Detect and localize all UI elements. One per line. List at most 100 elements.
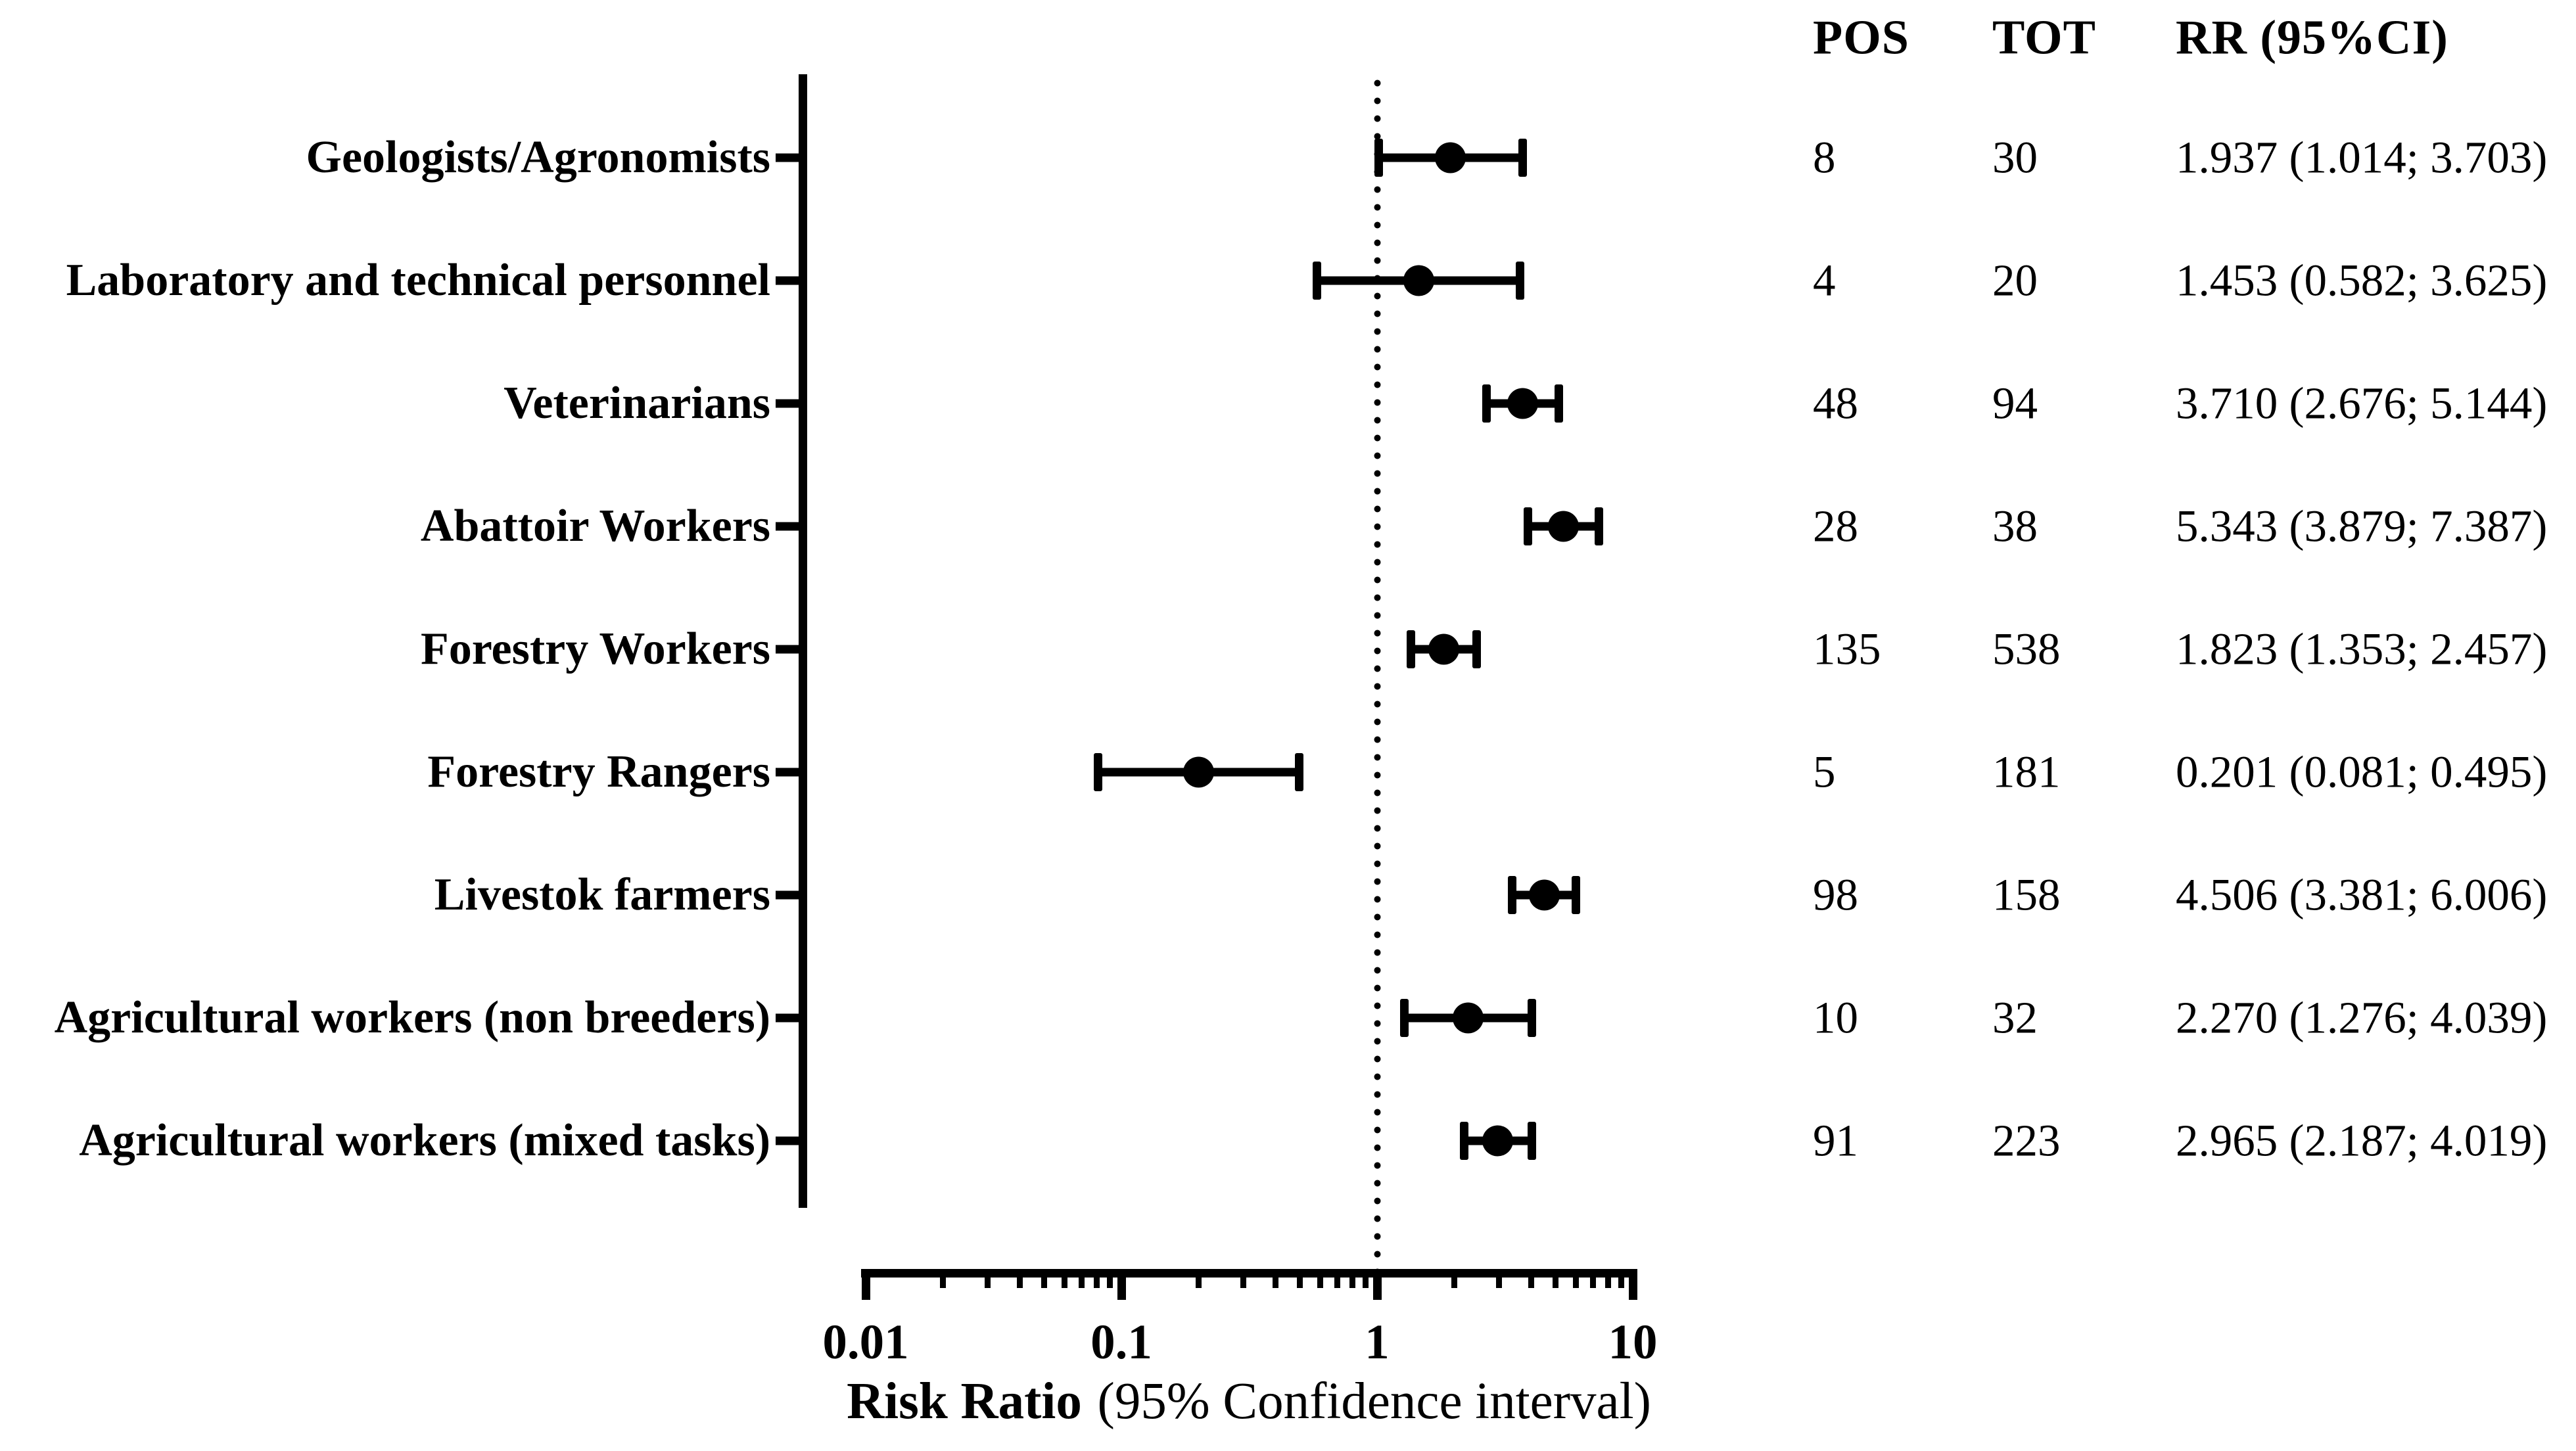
column-header-rr-ci: RR (95%CI) bbox=[2176, 11, 2448, 65]
cell-pos: 4 bbox=[1813, 255, 1836, 306]
cell-pos: 5 bbox=[1813, 747, 1836, 797]
column-header-pos: POS bbox=[1813, 11, 1909, 65]
cell-rr-ci: 1.937 (1.014; 3.703) bbox=[2176, 132, 2548, 183]
cell-rr-ci: 3.710 (2.676; 5.144) bbox=[2176, 378, 2548, 428]
x-axis-tick-label: 10 bbox=[1608, 1315, 1658, 1370]
point-estimate-marker bbox=[1482, 1125, 1514, 1157]
x-axis-minor-tick bbox=[985, 1269, 991, 1288]
ci-cap-lower bbox=[1459, 1122, 1468, 1160]
x-axis-minor-tick bbox=[1041, 1269, 1048, 1288]
cell-tot: 38 bbox=[1992, 501, 2038, 551]
x-axis-minor-tick bbox=[1349, 1269, 1355, 1288]
x-axis-minor-tick bbox=[1590, 1269, 1597, 1288]
row-label: Geologists/Agronomists bbox=[306, 132, 771, 183]
y-axis-tick bbox=[776, 1136, 800, 1145]
cell-tot: 30 bbox=[1992, 132, 2038, 183]
y-axis-tick bbox=[776, 276, 800, 285]
row-label: Agricultural workers (mixed tasks) bbox=[79, 1115, 770, 1166]
cell-tot: 20 bbox=[1992, 255, 2038, 306]
row-label: Forestry Workers bbox=[420, 624, 770, 674]
point-estimate-marker bbox=[1403, 265, 1434, 296]
point-estimate-marker bbox=[1435, 142, 1466, 173]
cell-tot: 158 bbox=[1992, 869, 2061, 920]
ci-cap-upper bbox=[1516, 262, 1525, 300]
y-axis-tick bbox=[776, 522, 800, 531]
cell-rr-ci: 0.201 (0.081; 0.495) bbox=[2176, 747, 2548, 797]
x-axis-minor-tick bbox=[1093, 1269, 1100, 1288]
y-axis-tick bbox=[776, 768, 800, 777]
x-axis-minor-tick bbox=[1240, 1269, 1247, 1288]
row-label: Abattoir Workers bbox=[420, 501, 770, 551]
x-axis-title: Risk Ratio (95% Confidence interval) bbox=[723, 1372, 1775, 1431]
x-axis-minor-tick bbox=[1604, 1269, 1611, 1288]
x-axis-minor-tick bbox=[1297, 1269, 1303, 1288]
ci-cap-upper bbox=[1595, 507, 1604, 545]
column-header-tot: TOT bbox=[1992, 11, 2096, 65]
y-axis-tick bbox=[776, 1013, 800, 1023]
cell-rr-ci: 4.506 (3.381; 6.006) bbox=[2176, 869, 2548, 920]
x-axis-line bbox=[861, 1269, 1637, 1278]
x-axis-tick-label: 0.01 bbox=[822, 1315, 909, 1370]
row-label: Agricultural workers (non breeders) bbox=[54, 992, 770, 1043]
cell-pos: 98 bbox=[1813, 869, 1858, 920]
row-label: Forestry Rangers bbox=[427, 747, 770, 797]
ci-cap-lower bbox=[1482, 384, 1491, 423]
ci-cap-lower bbox=[1508, 876, 1517, 914]
x-axis-major-tick bbox=[1628, 1269, 1637, 1300]
row-label: Laboratory and technical personnel bbox=[66, 255, 770, 306]
cell-rr-ci: 1.823 (1.353; 2.457) bbox=[2176, 624, 2548, 674]
cell-rr-ci: 2.270 (1.276; 4.039) bbox=[2176, 992, 2548, 1043]
cell-pos: 8 bbox=[1813, 132, 1836, 183]
x-axis-minor-tick bbox=[1079, 1269, 1085, 1288]
point-estimate-marker bbox=[1507, 388, 1538, 419]
x-axis-minor-tick bbox=[1195, 1269, 1202, 1288]
ci-cap-lower bbox=[1406, 630, 1415, 668]
ci-cap-upper bbox=[1518, 139, 1527, 177]
x-axis-tick-label: 0.1 bbox=[1090, 1315, 1152, 1370]
x-axis-minor-tick bbox=[1451, 1269, 1457, 1288]
cell-tot: 538 bbox=[1992, 624, 2061, 674]
point-estimate-marker bbox=[1528, 879, 1560, 911]
ci-cap-lower bbox=[1399, 999, 1409, 1037]
x-axis-minor-tick bbox=[1106, 1269, 1113, 1288]
ci-cap-upper bbox=[1555, 384, 1564, 423]
y-axis-tick bbox=[776, 645, 800, 654]
ci-cap-upper bbox=[1572, 876, 1581, 914]
y-axis-tick bbox=[776, 153, 800, 162]
y-axis-spine bbox=[799, 74, 807, 1208]
x-axis-title-rest: (95% Confidence interval) bbox=[1097, 1373, 1651, 1430]
y-axis-tick bbox=[776, 890, 800, 900]
row-label: Veterinarians bbox=[503, 378, 770, 428]
ci-cap-lower bbox=[1523, 507, 1532, 545]
ci-cap-upper bbox=[1472, 630, 1482, 668]
cell-rr-ci: 5.343 (3.879; 7.387) bbox=[2176, 501, 2548, 551]
ci-cap-upper bbox=[1527, 1122, 1536, 1160]
cell-pos: 91 bbox=[1813, 1115, 1858, 1166]
reference-line-rr-1 bbox=[1374, 74, 1381, 1270]
cell-rr-ci: 2.965 (2.187; 4.019) bbox=[2176, 1115, 2548, 1166]
x-axis-minor-tick bbox=[1272, 1269, 1278, 1288]
y-axis-tick bbox=[776, 399, 800, 408]
cell-pos: 10 bbox=[1813, 992, 1858, 1043]
x-axis-minor-tick bbox=[1618, 1269, 1624, 1288]
ci-cap-lower bbox=[1313, 262, 1322, 300]
cell-tot: 32 bbox=[1992, 992, 2038, 1043]
point-estimate-marker bbox=[1452, 1002, 1484, 1034]
cell-tot: 223 bbox=[1992, 1115, 2061, 1166]
x-axis-major-tick bbox=[861, 1269, 870, 1300]
cell-pos: 28 bbox=[1813, 501, 1858, 551]
x-axis-minor-tick bbox=[1528, 1269, 1534, 1288]
ci-cap-upper bbox=[1294, 753, 1303, 791]
cell-pos: 135 bbox=[1813, 624, 1881, 674]
cell-rr-ci: 1.453 (0.582; 3.625) bbox=[2176, 255, 2548, 306]
cell-tot: 181 bbox=[1992, 747, 2061, 797]
x-axis-major-tick bbox=[1372, 1269, 1382, 1300]
x-axis-minor-tick bbox=[1016, 1269, 1023, 1288]
ci-cap-upper bbox=[1528, 999, 1537, 1037]
ci-cap-lower bbox=[1093, 753, 1102, 791]
x-axis-minor-tick bbox=[1553, 1269, 1559, 1288]
x-axis-minor-tick bbox=[1496, 1269, 1503, 1288]
x-axis-minor-tick bbox=[939, 1269, 946, 1288]
x-axis-minor-tick bbox=[1062, 1269, 1068, 1288]
